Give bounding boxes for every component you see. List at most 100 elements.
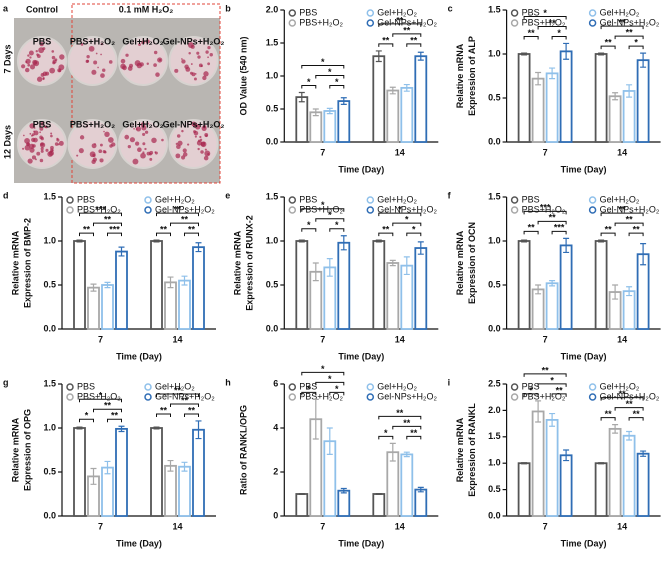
stain-spot — [155, 72, 160, 77]
significance-bracket — [600, 417, 616, 421]
error-bar — [167, 276, 174, 289]
stain-spot — [54, 142, 59, 146]
stain-spot — [153, 50, 158, 55]
stain-spot — [56, 137, 59, 140]
significance-label: ** — [619, 204, 627, 214]
legend-label: PBS — [77, 194, 95, 204]
stain-spot — [92, 157, 97, 162]
legend-label: PBS — [522, 381, 540, 391]
stain-spot — [98, 149, 103, 154]
error-bar — [167, 459, 174, 472]
bar — [386, 89, 400, 143]
legend-label: Gel+H₂O₂ — [600, 381, 640, 391]
legend-label: PBS+H₂O₂ — [522, 204, 566, 214]
legend-label: Gel-NPs+H₂O₂ — [600, 17, 660, 27]
y-tick-label: 0.0 — [266, 323, 279, 333]
significance-bracket — [170, 403, 199, 407]
error-bar — [153, 239, 160, 243]
stain-spot — [51, 55, 56, 60]
significance-bracket — [628, 232, 644, 237]
stain-spot — [187, 143, 190, 146]
y-tick-label: 1.0 — [488, 235, 501, 245]
stain-spot — [79, 135, 85, 140]
stain-spot — [182, 152, 188, 157]
dish-label: PBS+H₂O₂ — [70, 119, 115, 129]
stain-spot — [181, 58, 183, 60]
significance-bracket — [329, 391, 345, 396]
legend-marker — [366, 206, 375, 214]
significance-bracket — [107, 418, 122, 423]
error-bar — [326, 258, 333, 277]
x-axis-label: Time (Day) — [561, 351, 607, 361]
y-tick-label: 1.5 — [488, 431, 501, 441]
error-bar — [326, 427, 333, 455]
stain-spot — [151, 137, 157, 144]
significance-label: ** — [396, 15, 404, 25]
stain-spot — [100, 73, 105, 78]
significance-label: ** — [403, 418, 411, 428]
treatment-label: 0.1 mM H₂O₂ — [119, 4, 174, 14]
stain-spot — [21, 64, 26, 69]
significance-label: * — [335, 220, 339, 230]
y-tick-label: 2.5 — [488, 378, 501, 388]
stain-spot — [99, 158, 104, 163]
error-bar — [76, 426, 83, 430]
stain-spot — [134, 60, 141, 67]
legend-marker — [510, 196, 519, 204]
legend-marker — [366, 383, 375, 391]
significance-label: ** — [549, 18, 557, 28]
legend-label: PBS+H₂O₂ — [299, 391, 343, 401]
panel-letter: a — [3, 3, 9, 13]
stain-spot — [177, 140, 183, 146]
stain-spot — [91, 69, 97, 75]
significance-label: * — [328, 210, 332, 220]
y-tick-label: 2.0 — [266, 4, 279, 14]
error-bar — [549, 280, 556, 287]
stain-spot — [158, 58, 162, 62]
stain-spot — [146, 122, 149, 125]
stain-spot — [29, 56, 32, 59]
y-tick-label: 0.0 — [266, 136, 279, 146]
significance-label: ** — [605, 37, 613, 47]
legend-marker — [510, 19, 519, 27]
stain-spot — [107, 137, 114, 143]
panel-letter: i — [448, 377, 451, 387]
y-tick-label: 6 — [273, 378, 278, 388]
legend-label: Gel-NPs+H₂O₂ — [600, 391, 660, 401]
stain-spot — [111, 142, 116, 147]
y-axis-label: Expression of ALP — [467, 36, 477, 116]
significance-bracket — [107, 232, 122, 237]
significance-label: ** — [111, 411, 119, 421]
stain-spot — [142, 132, 146, 136]
x-tick-label: 14 — [617, 334, 627, 344]
significance-bracket — [79, 212, 122, 217]
stain-spot — [36, 151, 41, 156]
stain-spot — [176, 134, 181, 138]
stain-spot — [31, 137, 36, 142]
bar — [559, 244, 573, 330]
significance-bracket — [301, 85, 317, 89]
stain-spot — [181, 129, 184, 133]
significance-label: ** — [605, 224, 613, 234]
stain-spot — [146, 62, 149, 65]
significance-bracket — [378, 43, 394, 47]
error-bar — [417, 241, 424, 255]
bar — [323, 110, 337, 143]
significance-bracket — [600, 212, 644, 217]
legend-label: PBS+H₂O₂ — [522, 17, 566, 27]
legend-label: PBS — [299, 194, 317, 204]
significance-label: ** — [403, 25, 411, 35]
significance-bracket — [315, 75, 345, 79]
error-bar — [90, 283, 97, 292]
significance-label: ** — [619, 389, 627, 399]
stain-spot — [24, 144, 31, 151]
stain-spot — [108, 60, 113, 64]
y-tick-label: 1.0 — [266, 235, 279, 245]
bar — [337, 241, 351, 330]
stain-spot — [138, 43, 141, 46]
error-bar — [375, 50, 382, 63]
stain-spot — [140, 152, 146, 159]
stain-spot — [145, 39, 150, 44]
error-bar — [403, 83, 410, 92]
stain-spot — [199, 135, 202, 139]
